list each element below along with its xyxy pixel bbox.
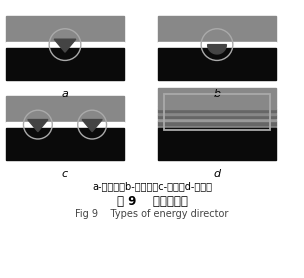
Bar [6, 128, 124, 160]
Bar [6, 121, 124, 128]
Bar [6, 42, 124, 48]
Bar [158, 115, 276, 118]
Bar [158, 106, 276, 109]
Bar [6, 16, 124, 42]
Text: d: d [213, 169, 221, 179]
Bar [158, 88, 276, 106]
Text: a-三角形；b-半圆形；c-多个；d-矩形。: a-三角形；b-半圆形；c-多个；d-矩形。 [92, 181, 212, 191]
Polygon shape [54, 39, 76, 52]
Bar [164, 94, 270, 130]
Text: a: a [62, 89, 68, 99]
Bar [158, 128, 276, 160]
Bar [158, 121, 276, 125]
Bar [158, 109, 276, 112]
Text: b: b [213, 89, 221, 99]
Polygon shape [82, 120, 102, 132]
Bar [158, 42, 276, 48]
Polygon shape [208, 44, 226, 54]
Bar [158, 16, 276, 42]
Bar [158, 118, 276, 121]
Text: c: c [62, 169, 68, 179]
Bar [158, 125, 276, 128]
Bar [6, 96, 124, 121]
Bar [6, 48, 124, 80]
Bar [158, 112, 276, 115]
Bar [158, 48, 276, 80]
Text: 图 9    导能筋类型: 图 9 导能筋类型 [116, 195, 188, 208]
Polygon shape [28, 120, 48, 132]
Text: Fig 9    Types of energy director: Fig 9 Types of energy director [75, 209, 229, 219]
